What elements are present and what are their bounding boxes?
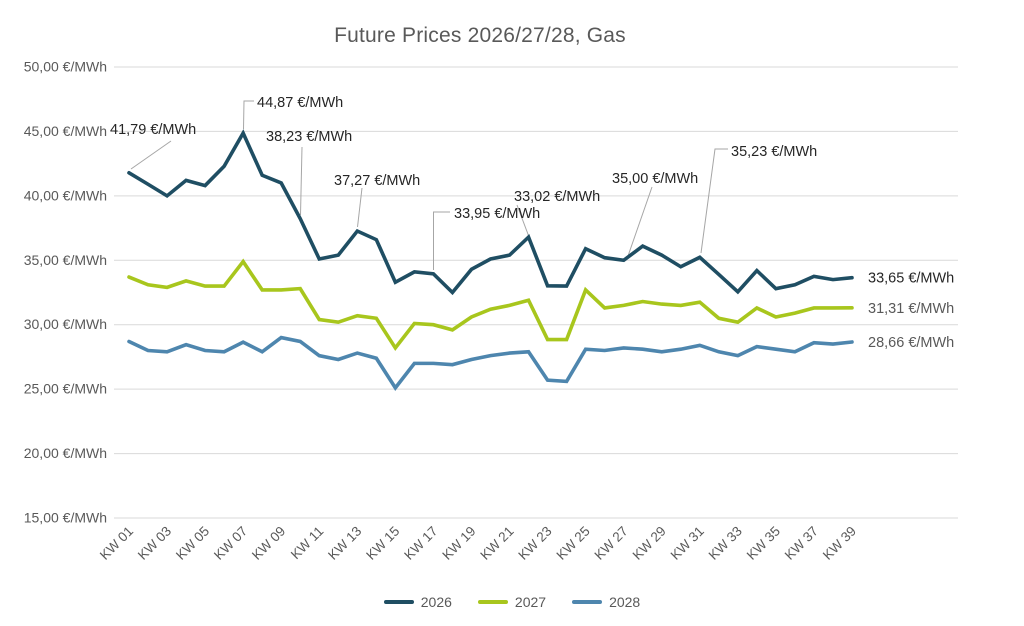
x-tick-label: KW 21: [477, 524, 516, 563]
annotation-label: 38,23 €/MWh: [266, 129, 352, 145]
x-tick-label: KW 13: [325, 524, 364, 563]
legend-item-2027: 2027: [477, 594, 547, 610]
legend-swatch-2027: [477, 600, 508, 604]
annotation-leader: [433, 211, 450, 270]
y-tick-label: 40,00 €/MWh: [24, 187, 107, 203]
y-tick-label: 20,00 €/MWh: [24, 445, 107, 461]
y-tick-label: 25,00 €/MWh: [24, 381, 107, 397]
legend-swatch-2026: [383, 600, 414, 604]
x-tick-label: KW 31: [668, 524, 707, 563]
chart-title: Future Prices 2026/27/28, Gas: [334, 24, 626, 47]
series-line-2028: [127, 335, 854, 391]
annotation-label: 35,23 €/MWh: [731, 144, 817, 160]
x-tick-label: KW 01: [97, 524, 136, 563]
annotation-label: 41,79 €/MWh: [110, 122, 196, 138]
series-line-2026: [127, 129, 854, 296]
annotation-label: 44,87 €/MWh: [257, 95, 343, 111]
x-tick-label: KW 39: [820, 524, 859, 563]
x-tick-label: KW 19: [439, 524, 478, 563]
x-tick-label: KW 37: [782, 524, 821, 563]
series-end-label-2028: 28,66 €/MWh: [868, 335, 954, 351]
annotation-leader: [700, 148, 728, 254]
annotation-label: 35,00 €/MWh: [612, 171, 698, 187]
annotation-leader: [243, 100, 254, 130]
x-tick-label: KW 29: [630, 524, 669, 563]
x-tick-label: KW 05: [173, 524, 212, 563]
y-tick-label: 15,00 €/MWh: [24, 510, 107, 526]
y-tick-label: 50,00 €/MWh: [24, 59, 107, 75]
x-tick-label: KW 23: [515, 524, 554, 563]
legend-label-2026: 2026: [420, 594, 452, 610]
legend-item-2028: 2028: [572, 594, 640, 610]
x-tick-label: KW 11: [288, 524, 327, 563]
annotation-label: 37,27 €/MWh: [334, 173, 420, 189]
y-tick-label: 30,00 €/MWh: [24, 316, 107, 332]
legend-item-2026: 2026: [383, 594, 452, 610]
x-tick-label: KW 35: [744, 524, 783, 563]
x-tick-label: KW 33: [706, 524, 745, 563]
annotation-leader: [627, 186, 653, 257]
annotation-leader: [357, 187, 363, 228]
y-tick-label: 45,00 €/MWh: [24, 123, 107, 139]
x-tick-label: KW 27: [592, 524, 631, 563]
legend-swatch-2028: [572, 600, 603, 604]
y-tick-label: 35,00 €/MWh: [24, 252, 107, 268]
series-line-2027: [127, 258, 854, 352]
annotation-label: 33,02 €/MWh: [514, 189, 600, 205]
annotation-leader: [300, 146, 303, 216]
x-tick-label: KW 07: [211, 524, 250, 563]
x-tick-label: KW 15: [363, 524, 402, 563]
series-end-label-2026: 33,65 €/MWh: [868, 271, 954, 287]
series-end-label-2027: 31,31 €/MWh: [868, 301, 954, 317]
x-tick-label: KW 03: [135, 524, 174, 563]
legend-label-2028: 2028: [609, 594, 641, 610]
x-tick-label: KW 09: [249, 524, 288, 563]
annotation-leader: [130, 140, 172, 170]
legend-label-2027: 2027: [514, 594, 547, 610]
x-tick-label: KW 17: [401, 524, 440, 563]
annotation-label: 33,95 €/MWh: [454, 206, 540, 222]
x-tick-label: KW 25: [553, 524, 592, 563]
legend: 2026 2027 2028: [0, 594, 1024, 610]
